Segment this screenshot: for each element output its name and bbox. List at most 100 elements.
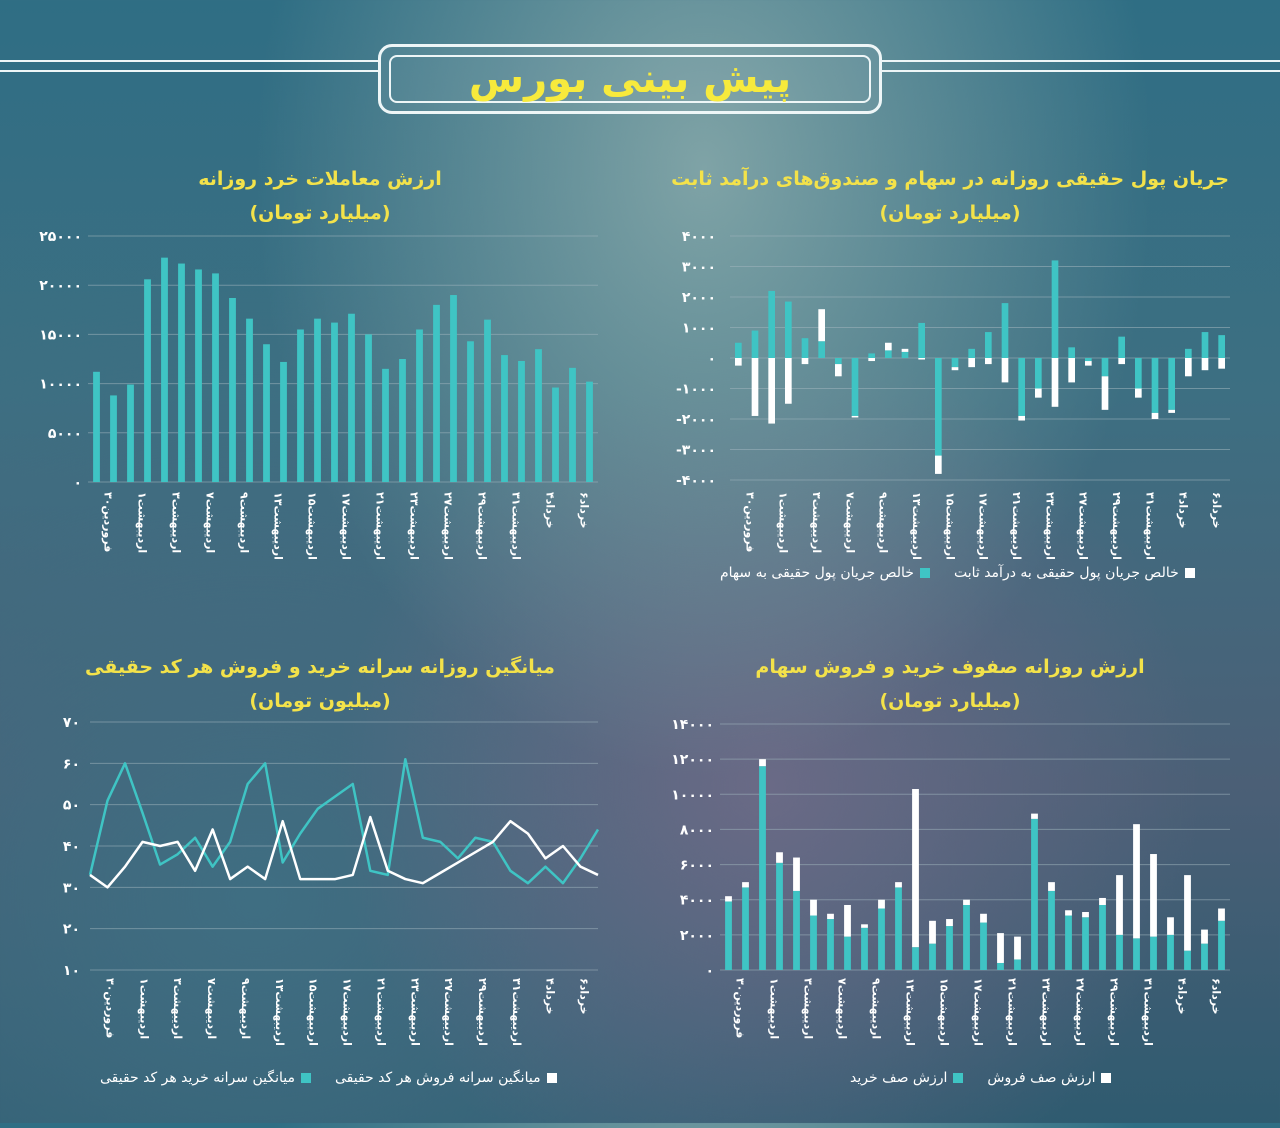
x-tick-label: اردیبهشت۱۵: [938, 978, 951, 1046]
x-tick-label: اردیبهشت۷: [843, 492, 856, 553]
x-tick-label: اردیبهشت۷: [205, 978, 218, 1039]
y-tick-label: ۱۰۰۰۰: [671, 787, 714, 803]
bar-buy: [929, 943, 936, 970]
x-tick-label: اردیبهشت۳: [170, 492, 183, 553]
title-banner-inner: پیش بینی بورس: [389, 55, 871, 103]
x-tick-label: اردیبهشت۳: [802, 978, 815, 1039]
bar-buy: [1150, 936, 1157, 970]
bar-segment: [1001, 358, 1009, 383]
chart-realmoney-title: جریان پول حقیقی روزانه در سهام و صندوق‌ه…: [671, 168, 1229, 190]
bar-sell: [759, 759, 766, 767]
bar-sell: [1082, 912, 1089, 918]
chart-retail-plot: ۰ ۵۰۰۰ ۱۰۰۰۰ ۱۵۰۰۰ ۲۰۰۰۰ ۲۵۰۰۰ ۳۰فروردین اردیبه…: [39, 229, 598, 560]
bar: [93, 371, 100, 482]
chart-percapita-plot: ۱۰ ۲۰ ۳۰ ۴۰ ۵۰ ۶۰ ۷۰ ۳۰فروردین اردیبهشت۱ اردیبهشت…: [63, 715, 600, 1046]
bar-sell: [827, 913, 834, 920]
bar-sell: [963, 899, 970, 905]
legend-item: خالص جریان پول حقیقی به سهام: [720, 565, 930, 581]
x-tick-label: اردیبهشت۱۷: [972, 978, 985, 1046]
x-tick-label: اردیبهشت۱: [768, 978, 781, 1039]
bar-sell: [861, 924, 868, 928]
bar-buy: [1116, 934, 1123, 970]
bar: [263, 344, 270, 482]
x-tick-label: اردیبهشت۱۷: [977, 492, 990, 560]
x-tick-label: اردیبهشت۲۳: [408, 492, 421, 560]
x-tick-label: اردیبهشت۱۳: [910, 492, 923, 560]
y-tick-label: ۴۰: [63, 839, 80, 855]
bar-buy: [1133, 938, 1140, 970]
bar-buy: [1167, 934, 1174, 970]
bar-segment: [951, 358, 959, 368]
bar-buy: [1082, 917, 1089, 970]
y-tick-label: ۱۵۰۰۰: [39, 327, 82, 343]
y-tick-label: ۴۰۰۰: [680, 893, 714, 909]
y-tick-label: ۱۴۰۰۰: [671, 717, 714, 733]
x-tick-label: ۳۰فروردین: [103, 978, 116, 1038]
legend-swatch-white: [1184, 568, 1195, 578]
bar-buy: [793, 890, 800, 970]
bar-segment: [901, 348, 909, 352]
x-tick-label: خرداد۴: [544, 978, 557, 1015]
bar-buy: [861, 927, 868, 970]
y-tick-label: ۶۰۰۰: [680, 858, 714, 874]
bar-segment: [868, 358, 875, 362]
bar-buy: [1201, 943, 1208, 970]
x-tick-label: اردیبهشت۹: [239, 978, 252, 1039]
bar: [212, 273, 219, 482]
bar-segment: [968, 358, 975, 368]
series-line-sell: [89, 815, 599, 889]
x-tick-label: خرداد۶: [578, 978, 591, 1015]
bar-segment: [1185, 358, 1192, 377]
chart-retail-subtitle: (میلیارد تومان): [249, 202, 391, 224]
legend-label: خالص جریان پول حقیقی به درآمد ثابت: [953, 565, 1179, 581]
x-tick-label: اردیبهشت۲۱: [374, 978, 387, 1046]
bar-segment: [1035, 358, 1042, 389]
legend-label: میانگین سرانه خرید هر کد حقیقی: [100, 1070, 295, 1086]
x-tick-label: اردیبهشت۲۳: [1043, 492, 1056, 560]
y-tick-label: ۸۰۰۰: [680, 822, 714, 838]
bar-buy: [895, 887, 902, 970]
x-tick-label: اردیبهشت۱: [136, 492, 149, 553]
bar-segment: [1085, 361, 1092, 366]
x-tick-label: خرداد۶: [578, 492, 591, 529]
bar-buy: [946, 926, 953, 970]
bar-sell: [1065, 910, 1072, 916]
chart-realmoney-plot: -۴۰۰۰ -۳۰۰۰ -۲۰۰۰ -۱۰۰۰ ۰ ۱۰۰۰ ۲۰۰۰ ۳۰۰۰ ۴۰۰۰ ۳۰ف…: [676, 229, 1230, 560]
bar: [110, 395, 117, 482]
bar-sell: [997, 933, 1004, 963]
bar: [399, 359, 406, 482]
bar: [535, 349, 542, 482]
x-tick-label: اردیبهشت۲۳: [1040, 978, 1053, 1046]
bar-segment: [1051, 260, 1059, 358]
bar-buy: [1048, 890, 1055, 970]
x-tick-label: اردیبهشت۲۱: [1006, 978, 1019, 1046]
y-tick-label: ۳۰: [63, 880, 80, 896]
chart-retail-title: ارزش معاملات خرد روزانه: [198, 168, 442, 190]
bar: [365, 334, 372, 482]
bar: [144, 279, 151, 482]
bar-segment: [1035, 388, 1042, 398]
bar-segment: [768, 358, 775, 424]
header-rule-left: [0, 60, 378, 62]
x-tick-label: اردیبهشت۱۷: [341, 978, 354, 1046]
bar-buy: [827, 919, 834, 970]
x-tick-label: اردیبهشت۲۱: [1010, 492, 1023, 560]
x-tick-label: اردیبهشت۱۳: [904, 978, 917, 1046]
x-tick-label: اردیبهشت۲۹: [476, 492, 489, 560]
x-tick-label: ۳۰فروردین: [734, 978, 747, 1038]
bar-buy: [980, 922, 987, 970]
bar-segment: [751, 330, 759, 358]
bar-segment: [1085, 358, 1092, 362]
chart-queues-legend: ارزش صف فروش ارزش صف خرید: [850, 1070, 1112, 1086]
bar-sell: [793, 857, 800, 891]
bar: [246, 318, 253, 482]
x-tick-label: اردیبهشت۱۵: [306, 492, 319, 560]
y-tick-label: ۷۰: [63, 715, 80, 731]
bar-buy: [997, 962, 1004, 970]
y-tick-label: ۲۰: [63, 922, 80, 938]
y-tick-label: ۲۰۰۰: [682, 290, 716, 306]
x-tick-label: خرداد۶: [1210, 978, 1223, 1015]
x-tick-label: اردیبهشت۱۳: [272, 492, 285, 560]
bar: [280, 361, 287, 482]
bar-segment: [935, 358, 942, 456]
